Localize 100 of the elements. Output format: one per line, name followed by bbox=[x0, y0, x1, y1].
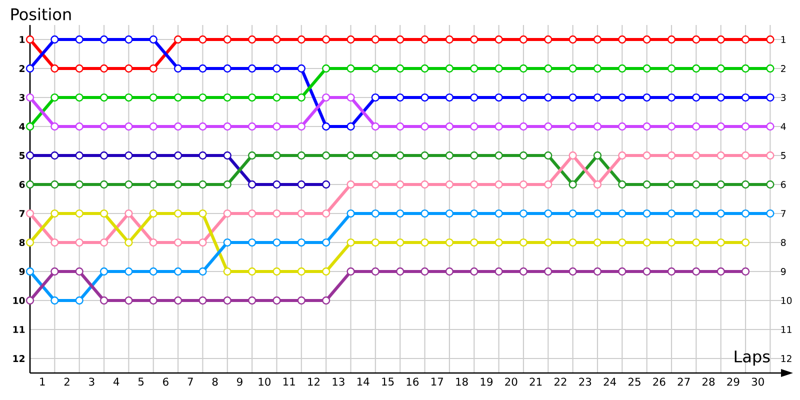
y-tick-label: 1 bbox=[20, 36, 25, 43]
x-tick-label: 13 bbox=[332, 378, 344, 386]
point bbox=[494, 93, 503, 102]
point bbox=[100, 151, 108, 160]
point bbox=[75, 64, 84, 73]
point bbox=[198, 209, 207, 218]
point bbox=[593, 209, 602, 218]
point bbox=[272, 35, 281, 44]
point bbox=[174, 267, 182, 276]
point bbox=[519, 35, 528, 44]
point bbox=[174, 93, 182, 102]
y-tick-label: 7 bbox=[19, 210, 25, 217]
point bbox=[346, 122, 355, 131]
point bbox=[149, 238, 158, 247]
point bbox=[716, 209, 725, 218]
point bbox=[75, 209, 84, 218]
point bbox=[618, 93, 626, 102]
point bbox=[494, 151, 503, 160]
point bbox=[766, 180, 774, 189]
point bbox=[50, 180, 59, 189]
point bbox=[692, 93, 700, 102]
point bbox=[766, 64, 774, 73]
point bbox=[568, 122, 577, 131]
point bbox=[346, 267, 355, 276]
point bbox=[26, 238, 34, 247]
point bbox=[544, 180, 552, 189]
point bbox=[371, 180, 380, 189]
point bbox=[494, 267, 503, 276]
point bbox=[248, 122, 256, 131]
point bbox=[396, 238, 404, 247]
point bbox=[198, 122, 207, 131]
point bbox=[346, 151, 355, 160]
point bbox=[26, 122, 34, 131]
point bbox=[50, 122, 59, 131]
point bbox=[642, 238, 651, 247]
point bbox=[297, 267, 306, 276]
x-tick-label: 9 bbox=[237, 378, 242, 386]
point bbox=[445, 35, 454, 44]
point bbox=[716, 151, 725, 160]
point bbox=[470, 180, 478, 189]
point bbox=[692, 267, 700, 276]
point bbox=[223, 122, 232, 131]
point bbox=[618, 35, 626, 44]
point bbox=[642, 93, 651, 102]
point bbox=[223, 238, 232, 247]
y2-tick-label: 3 bbox=[781, 94, 786, 102]
point bbox=[100, 296, 108, 305]
point bbox=[248, 93, 256, 102]
point bbox=[124, 209, 133, 218]
y-tick-label: 6 bbox=[19, 180, 25, 188]
point bbox=[198, 35, 207, 44]
point bbox=[149, 180, 158, 189]
point bbox=[618, 267, 626, 276]
x-tick-label: 7 bbox=[188, 378, 193, 386]
point bbox=[445, 238, 454, 247]
point bbox=[297, 122, 306, 131]
point bbox=[741, 209, 750, 218]
y-tick-label: 8 bbox=[19, 238, 25, 246]
point bbox=[198, 93, 207, 102]
point bbox=[272, 93, 281, 102]
x-tick-label: 20 bbox=[505, 378, 518, 386]
point bbox=[716, 122, 725, 131]
point bbox=[519, 238, 528, 247]
y2-tick-label: 5 bbox=[781, 152, 786, 159]
x-tick-label: 29 bbox=[727, 378, 740, 386]
point bbox=[716, 93, 725, 102]
point bbox=[494, 122, 503, 131]
point bbox=[766, 122, 774, 131]
point bbox=[26, 209, 34, 218]
point bbox=[248, 238, 256, 247]
point bbox=[692, 238, 700, 247]
point bbox=[26, 151, 34, 160]
point bbox=[272, 238, 281, 247]
point bbox=[741, 122, 750, 131]
x-tick-label: 24 bbox=[604, 378, 616, 386]
point bbox=[297, 35, 306, 44]
point bbox=[248, 180, 256, 189]
point bbox=[346, 180, 355, 189]
point bbox=[75, 93, 84, 102]
point bbox=[75, 35, 84, 44]
point bbox=[396, 209, 404, 218]
point bbox=[692, 209, 700, 218]
point bbox=[223, 151, 232, 160]
point bbox=[667, 267, 676, 276]
point bbox=[297, 180, 306, 189]
point bbox=[445, 93, 454, 102]
y2-tick-label: 9 bbox=[780, 268, 786, 276]
y2-tick-label: 8 bbox=[781, 238, 786, 246]
point bbox=[642, 35, 651, 44]
point bbox=[149, 267, 158, 276]
point bbox=[396, 93, 404, 102]
x-tick-label: 3 bbox=[89, 378, 94, 386]
point bbox=[667, 35, 676, 44]
point bbox=[149, 209, 158, 218]
point bbox=[692, 151, 700, 160]
point bbox=[667, 238, 676, 247]
point bbox=[371, 151, 380, 160]
point bbox=[618, 151, 626, 160]
point bbox=[26, 267, 34, 276]
y2-tick-label: 10 bbox=[781, 296, 792, 304]
